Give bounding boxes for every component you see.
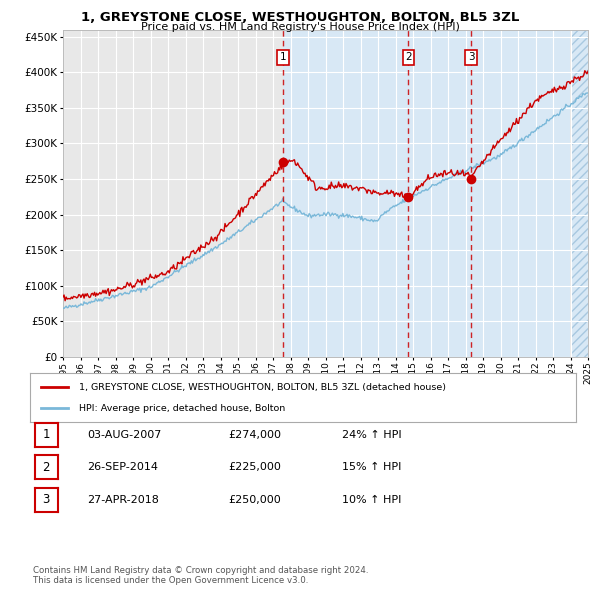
Text: HPI: Average price, detached house, Bolton: HPI: Average price, detached house, Bolt… (79, 404, 286, 413)
Text: 03-AUG-2007: 03-AUG-2007 (87, 430, 161, 440)
Text: 27-APR-2018: 27-APR-2018 (87, 495, 159, 504)
Text: £274,000: £274,000 (228, 430, 281, 440)
Text: 24% ↑ HPI: 24% ↑ HPI (342, 430, 401, 440)
Text: 3: 3 (468, 53, 475, 63)
Text: 1, GREYSTONE CLOSE, WESTHOUGHTON, BOLTON, BL5 3ZL: 1, GREYSTONE CLOSE, WESTHOUGHTON, BOLTON… (81, 11, 519, 24)
Bar (571, 30, 588, 357)
Text: 2: 2 (405, 53, 412, 63)
Text: 10% ↑ HPI: 10% ↑ HPI (342, 495, 401, 504)
Text: Price paid vs. HM Land Registry's House Price Index (HPI): Price paid vs. HM Land Registry's House … (140, 22, 460, 32)
Text: Contains HM Land Registry data © Crown copyright and database right 2024.
This d: Contains HM Land Registry data © Crown c… (33, 566, 368, 585)
Bar (283, 30, 571, 357)
Text: 3: 3 (43, 493, 50, 506)
Text: 26-SEP-2014: 26-SEP-2014 (87, 463, 158, 472)
Text: £225,000: £225,000 (228, 463, 281, 472)
Text: 1: 1 (43, 428, 50, 441)
Text: 2: 2 (43, 461, 50, 474)
Text: 15% ↑ HPI: 15% ↑ HPI (342, 463, 401, 472)
Text: £250,000: £250,000 (228, 495, 281, 504)
Text: 1, GREYSTONE CLOSE, WESTHOUGHTON, BOLTON, BL5 3ZL (detached house): 1, GREYSTONE CLOSE, WESTHOUGHTON, BOLTON… (79, 382, 446, 392)
Text: 1: 1 (280, 53, 287, 63)
